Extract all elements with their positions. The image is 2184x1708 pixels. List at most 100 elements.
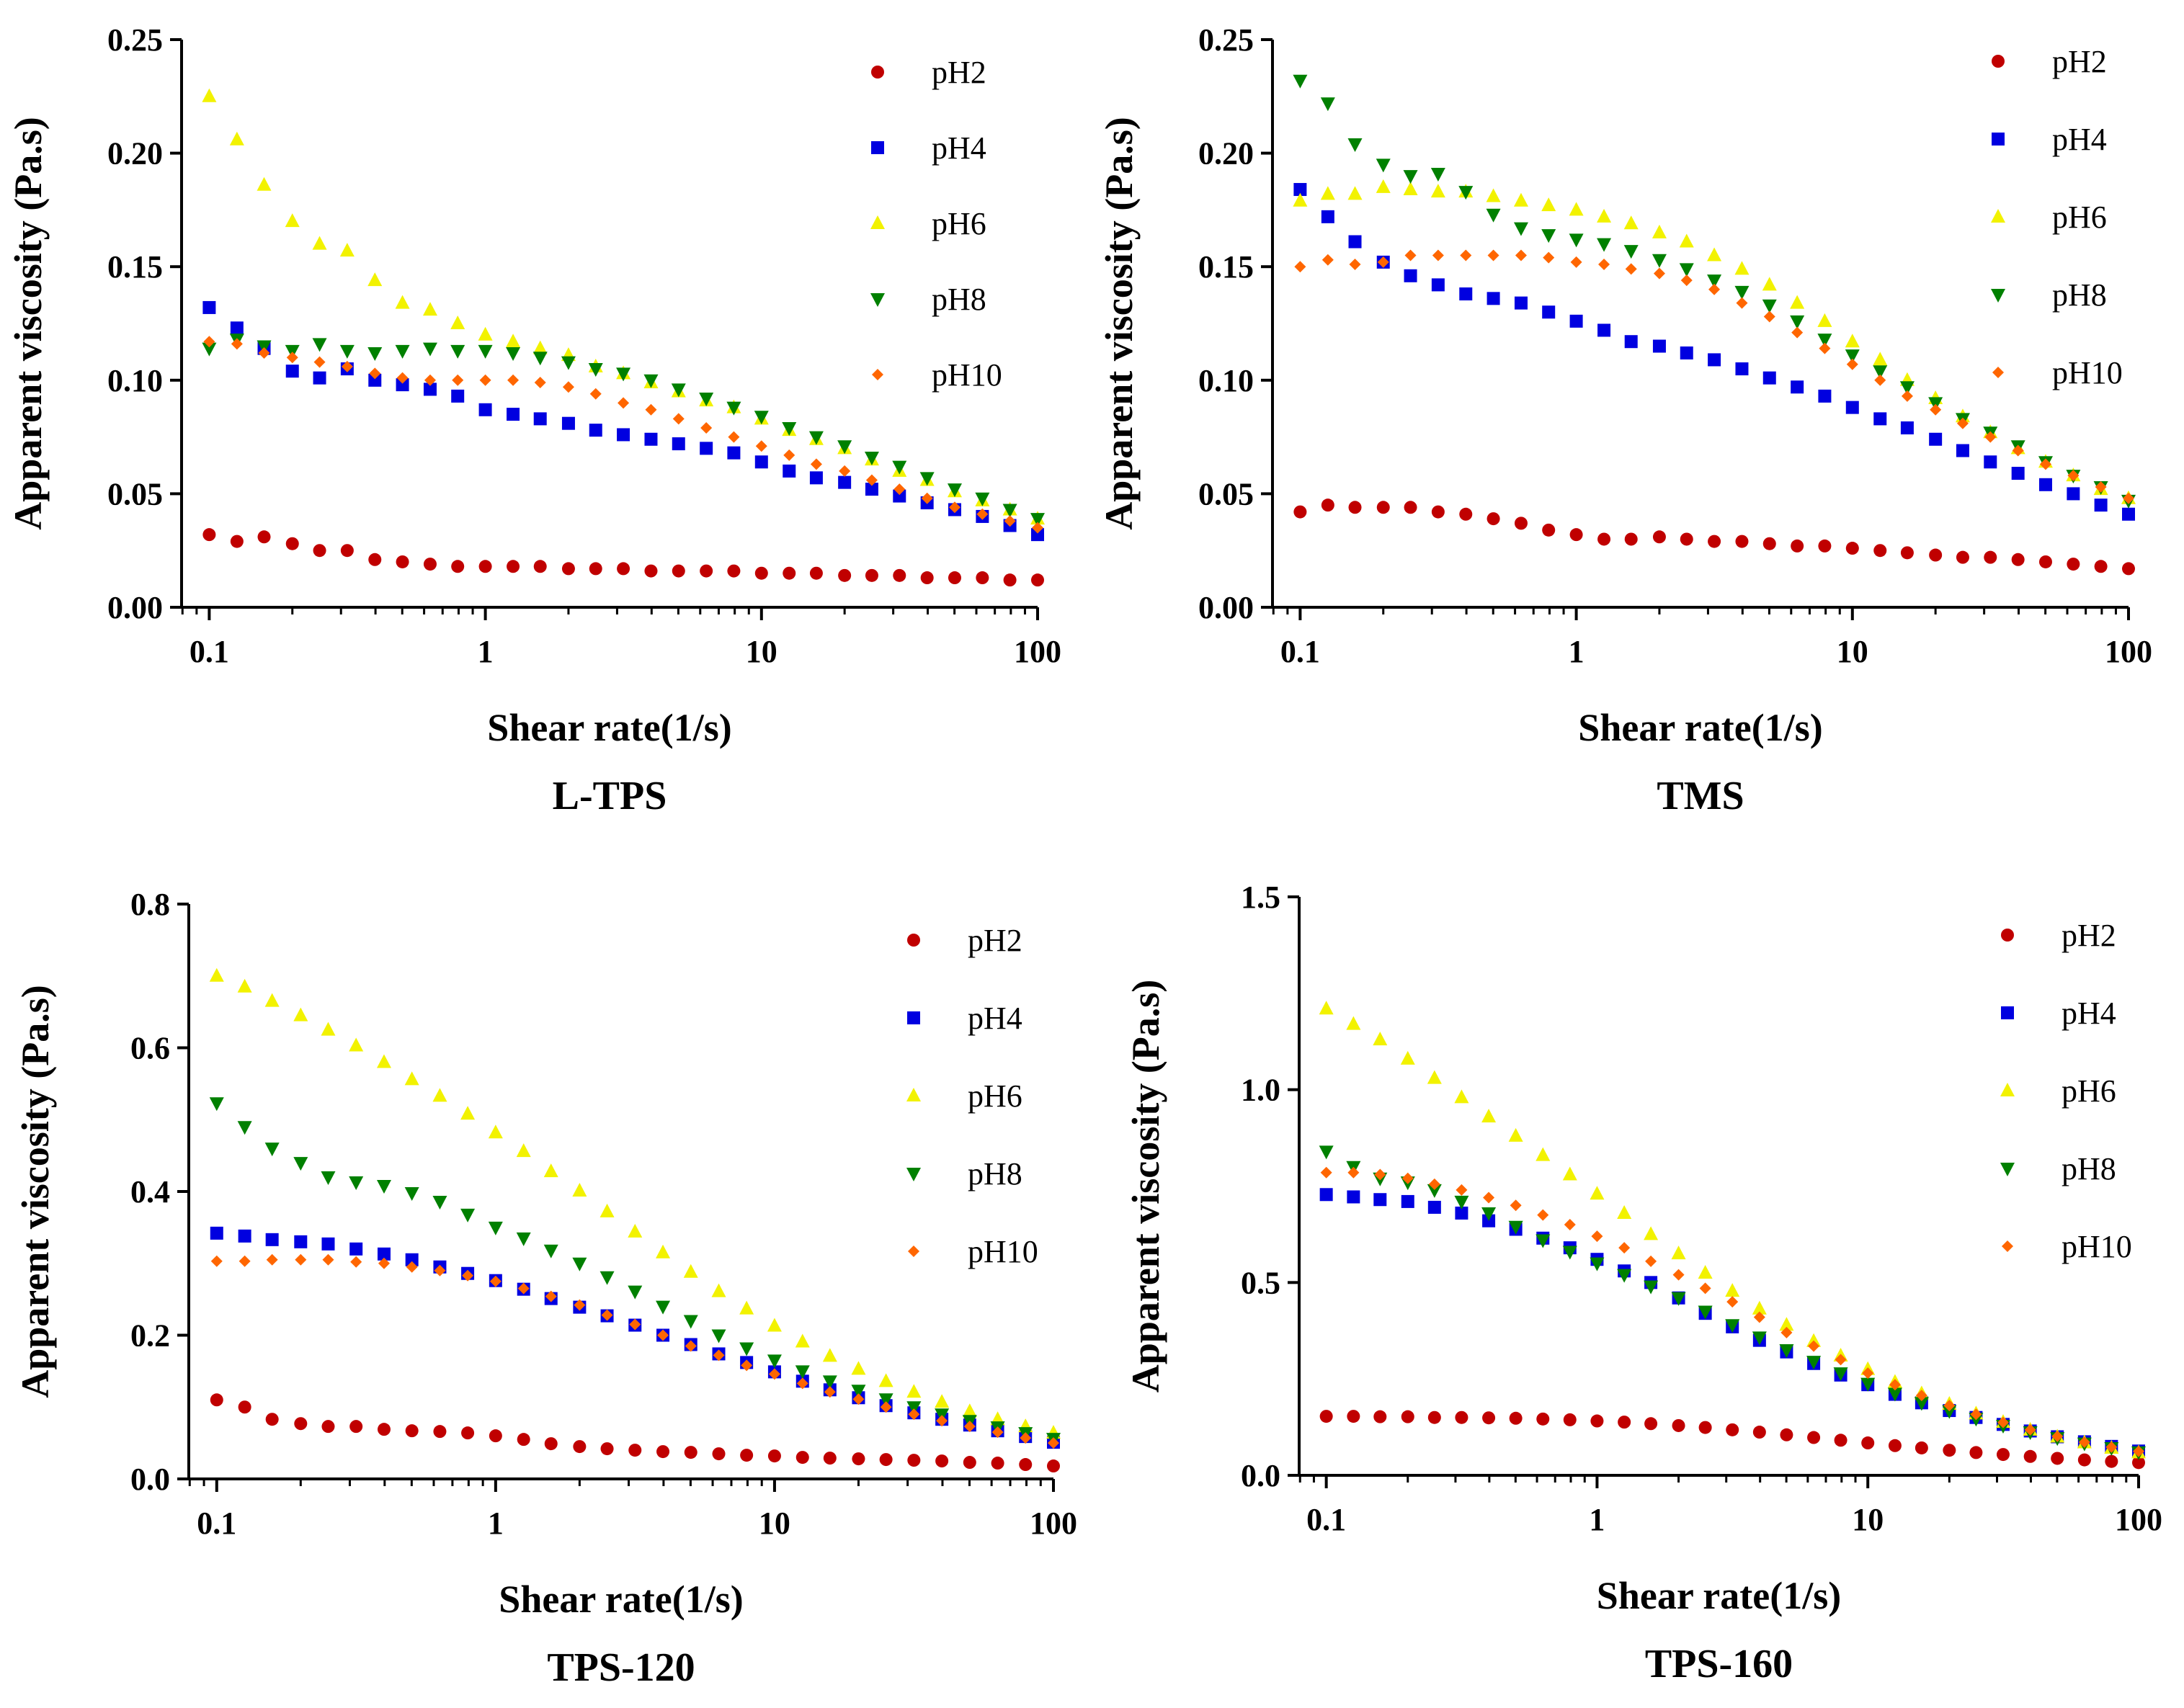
data-point-ph6	[264, 993, 280, 1007]
data-point-ph6	[506, 334, 521, 348]
data-point-ph8	[1590, 1257, 1605, 1271]
data-point-ph10	[1032, 522, 1043, 534]
legend-label: pH10	[932, 357, 1002, 393]
data-point-ph10	[991, 1426, 1004, 1439]
data-point-ph10	[629, 1318, 641, 1331]
x-tick-label: 100	[1030, 1506, 1077, 1541]
data-point-ph10	[2039, 458, 2051, 470]
data-point-ph10	[880, 1401, 892, 1413]
data-point-ph6	[1873, 352, 1888, 366]
data-point-ph2	[1735, 535, 1749, 548]
data-point-ph8	[808, 431, 824, 445]
data-point-ph10	[1930, 403, 1942, 416]
data-point-ph4	[2038, 478, 2052, 491]
data-point-ph2	[684, 1446, 697, 1459]
data-point-ph10	[824, 1386, 836, 1398]
data-point-ph10	[685, 1340, 697, 1352]
data-point-ph6	[1734, 261, 1750, 275]
data-point-ph10	[434, 1264, 446, 1276]
data-point-ph6	[1679, 233, 1694, 248]
data-point-ph8	[1762, 299, 1777, 313]
data-point-ph8	[1320, 97, 1335, 112]
data-point-ph10	[1598, 259, 1610, 271]
legend-marker-ph10	[2002, 1240, 2013, 1252]
data-point-ph2	[1624, 532, 1638, 546]
chart-panel-4: 0.0 0.5 1.0 1.5 0.1 1 10 100 Shear rate(1/s) Appa…	[1124, 880, 2162, 1686]
data-point-ph10	[1510, 1199, 1522, 1212]
data-point-ph8	[1734, 285, 1750, 300]
data-point-ph2	[313, 544, 326, 558]
data-point-ph4	[1031, 528, 1044, 542]
data-point-ph2	[644, 564, 658, 578]
data-point-ph10	[1956, 417, 1969, 429]
data-point-ph2	[1542, 523, 1556, 537]
data-point-ph10	[1970, 1408, 1982, 1421]
data-point-ph4	[1652, 339, 1666, 353]
data-point-ph6	[202, 88, 217, 102]
y-axis-title: Apparent viscosity (Pa.s)	[6, 117, 50, 530]
data-point-ph10	[1846, 358, 1858, 370]
data-point-ph10	[768, 1368, 780, 1380]
data-point-ph10	[1726, 1296, 1739, 1308]
y-axis-title: Apparent viscosity (Pa.s)	[14, 985, 57, 1398]
data-point-ph6	[935, 1394, 950, 1408]
data-point-ph10	[286, 352, 298, 364]
data-point-ph8	[1458, 186, 1474, 200]
data-point-ph2	[1431, 505, 1445, 519]
data-point-ph8	[711, 1329, 726, 1343]
data-point-ph6	[656, 1244, 671, 1258]
chart-panel-1: 0.00 0.05 0.10 0.15 0.20 0.25 0.1 1 10 100 Shear r…	[6, 22, 1061, 818]
data-point-ph10	[657, 1329, 669, 1341]
x-tick-label: 1	[1589, 1502, 1605, 1537]
data-point-ph4	[809, 471, 823, 485]
data-point-ph10	[741, 1359, 753, 1372]
data-point-ph10	[1915, 1390, 1927, 1402]
y-tick-label: 0.15	[1198, 249, 1254, 285]
data-point-ph8	[1698, 1305, 1713, 1320]
data-point-ph4	[727, 446, 741, 460]
data-point-ph6	[1486, 188, 1501, 202]
data-point-ph8	[1671, 1292, 1686, 1306]
data-point-ph10	[1680, 274, 1693, 287]
data-point-ph6	[516, 1143, 531, 1158]
data-point-ph8	[264, 1143, 280, 1157]
data-point-ph10	[936, 1415, 948, 1427]
data-point-ph2	[517, 1433, 530, 1447]
data-point-ph2	[1319, 1410, 1333, 1423]
data-point-ph2	[1514, 517, 1528, 530]
data-point-ph2	[2105, 1454, 2118, 1468]
data-point-ph8	[1617, 1269, 1632, 1283]
data-point-ph2	[1404, 501, 1417, 514]
data-point-ph8	[1887, 1387, 1902, 1402]
data-point-ph6	[285, 213, 300, 228]
data-point-ph8	[516, 1232, 531, 1246]
data-point-ph6	[1779, 1317, 1794, 1331]
data-point-ph10	[2012, 444, 2024, 457]
data-point-ph8	[532, 352, 548, 366]
y-tick-label: 0.0	[130, 1462, 170, 1497]
y-tick-label: 0.00	[107, 590, 163, 625]
data-point-ph2	[396, 555, 409, 568]
data-point-ph6	[488, 1124, 503, 1139]
data-point-ph6	[432, 1088, 447, 1102]
data-point-ph8	[432, 1195, 447, 1210]
data-point-ph4	[1680, 346, 1693, 359]
data-point-ph10	[479, 374, 491, 386]
data-point-ph2	[2067, 558, 2080, 571]
data-point-ph2	[2038, 555, 2052, 568]
data-point-ph8	[450, 344, 465, 359]
data-point-ph2	[1752, 1426, 1766, 1439]
data-point-ph6	[1319, 1001, 1334, 1015]
data-point-ph6	[767, 1318, 782, 1332]
data-point-ph2	[1003, 573, 1017, 587]
data-point-ph6	[1623, 215, 1639, 230]
data-point-ph2	[257, 530, 271, 544]
legend-marker-ph6	[2000, 1083, 2015, 1096]
data-point-ph4	[1427, 1200, 1441, 1214]
data-point-ph2	[1047, 1459, 1060, 1473]
legend-marker-ph2	[1992, 55, 2005, 68]
data-point-ph8	[975, 492, 990, 506]
data-point-ph4	[561, 416, 575, 430]
data-point-ph4	[396, 378, 409, 392]
data-point-ph2	[1780, 1428, 1793, 1441]
